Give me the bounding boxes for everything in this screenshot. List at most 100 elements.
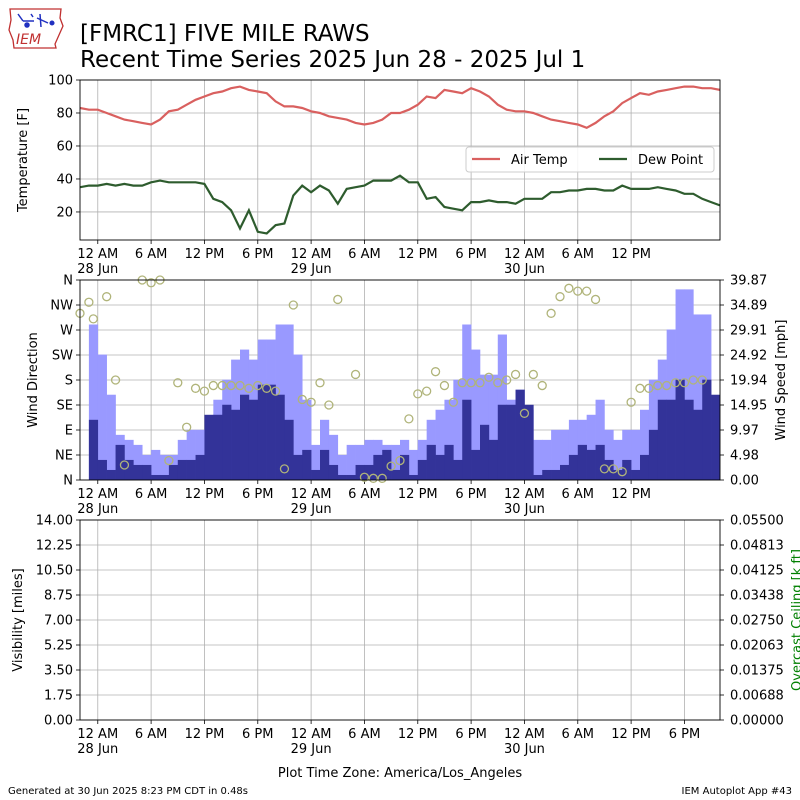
wind-direction-point	[564, 283, 574, 293]
wind-direction-point	[502, 375, 512, 385]
wind-speed-bar	[257, 384, 267, 480]
wind-speed-bar	[417, 459, 427, 480]
x-tick-date-label: 28 Jun	[77, 502, 118, 517]
wind-speed-bar	[195, 454, 205, 480]
wind-speed-bar	[124, 459, 134, 480]
wind-direction-point	[164, 455, 174, 466]
direction-tick-label: S	[65, 374, 73, 389]
x-tick-label: 6 AM	[348, 727, 381, 742]
visibility-tick-label: 14.00	[36, 514, 73, 529]
wind-speed-bar	[657, 399, 667, 480]
gust-bar	[551, 429, 561, 480]
wind-speed-bar	[515, 389, 525, 480]
wind-direction-point	[662, 380, 672, 391]
x-tick-label: 12 AM	[291, 247, 332, 262]
wind-speed-bar	[497, 404, 507, 480]
wind-direction-point	[333, 294, 343, 305]
gust-bar	[97, 354, 107, 480]
ceiling-tick-label: 0.02750	[730, 614, 784, 629]
wind-direction-point	[688, 375, 698, 385]
air-temp-line	[80, 85, 720, 130]
wind-direction-axis-label: Wind Direction	[26, 332, 41, 428]
wind-direction-point	[146, 278, 156, 288]
gust-bar	[435, 409, 445, 480]
temperature-lines	[80, 85, 720, 235]
wind-direction-point	[368, 473, 378, 483]
wind-direction-point	[173, 378, 183, 388]
x-tick-label: 12 AM	[77, 487, 118, 502]
wind-direction-point	[270, 386, 281, 396]
ceiling-tick-label: 0.01375	[730, 664, 784, 679]
visibility-axes-frame	[79, 519, 721, 721]
x-tick-label: 12 AM	[504, 727, 545, 742]
wind-speed-bar	[586, 449, 596, 480]
wind-direction-point	[324, 400, 334, 410]
x-tick-label: 12 PM	[398, 247, 438, 262]
app-credit: IEM Autoplot App #43	[682, 786, 792, 797]
gust-bar	[160, 454, 170, 480]
wind-direction-point	[617, 467, 627, 477]
wind-direction-point	[537, 380, 547, 391]
visibility-tick-label: 1.75	[44, 689, 73, 704]
wind-speed-bar	[337, 474, 347, 480]
speed-tick-label: 19.94	[730, 374, 767, 389]
wind-speed-bar	[622, 459, 632, 480]
x-tick-label: 12 AM	[77, 727, 118, 742]
legend-box	[465, 146, 715, 173]
gust-bar	[302, 399, 312, 480]
x-tick-label: 12 AM	[504, 247, 545, 262]
wind-direction-point	[573, 286, 583, 296]
gust-bar	[444, 399, 454, 480]
wind-direction-point	[582, 286, 592, 296]
wind-direction-point	[430, 367, 441, 377]
wind-speed-bar	[151, 474, 161, 480]
wind-direction-point	[297, 394, 307, 405]
wind-speed-bar	[320, 449, 330, 480]
wind-speed-bar	[293, 454, 303, 480]
wind-speed-bar	[702, 379, 712, 480]
wind-direction-point	[448, 397, 458, 407]
x-tick-label: 12 PM	[611, 487, 651, 502]
wind-direction-point	[546, 308, 556, 318]
wind-speed-bar	[284, 419, 294, 480]
direction-tick-label: N	[63, 274, 73, 289]
direction-tick-label: SE	[57, 399, 73, 414]
gust-bar	[186, 429, 196, 480]
x-tick-label: 6 AM	[562, 247, 595, 262]
wind-direction-point	[235, 380, 245, 391]
wind-speed-bar	[684, 399, 694, 480]
wind-speed-bar	[248, 399, 259, 480]
wind-direction-point	[493, 378, 503, 388]
wind-speed-bar	[275, 394, 285, 480]
wind-direction-point	[519, 408, 530, 418]
wind-speed-bar	[240, 394, 250, 480]
wind-direction-point	[510, 369, 521, 380]
gust-bar	[88, 324, 99, 480]
x-tick-label: 12 AM	[291, 727, 332, 742]
visibility-tick-label: 7.00	[44, 614, 73, 629]
ceiling-tick-label: 0.03438	[730, 589, 784, 604]
wind-speed-bar	[213, 414, 223, 480]
gust-bar	[560, 429, 570, 480]
wind-speed-bar	[480, 424, 490, 480]
x-tick-date-label: 28 Jun	[77, 742, 118, 757]
wind-speed-bar	[471, 449, 481, 480]
temperature-legend: Air Temp Dew Point	[465, 146, 715, 173]
wind-direction-point	[190, 383, 201, 393]
ceiling-tick-label: 0.05500	[730, 514, 784, 529]
wind-speed-bar	[533, 474, 543, 480]
wind-speed-bar	[551, 469, 561, 480]
ceiling-axis-label: Overcast Ceiling [k ft]	[790, 549, 800, 691]
wind-speed-bar	[444, 444, 454, 480]
wind-direction-point	[306, 397, 316, 407]
gust-bar	[133, 444, 143, 480]
x-tick-label: 6 AM	[135, 247, 168, 262]
speed-tick-label: 24.92	[730, 349, 767, 364]
wind-speed-bar	[408, 474, 419, 480]
wind-speed-bar	[231, 409, 241, 480]
ceiling-tick-label: 0.02063	[730, 639, 784, 654]
wind-speed-bar	[435, 454, 445, 480]
visibility-axis-label: Visibility [miles]	[11, 568, 26, 671]
gust-bar	[586, 414, 596, 480]
chart-title-line1: [FMRC1] FIVE MILE RAWS	[80, 21, 370, 47]
